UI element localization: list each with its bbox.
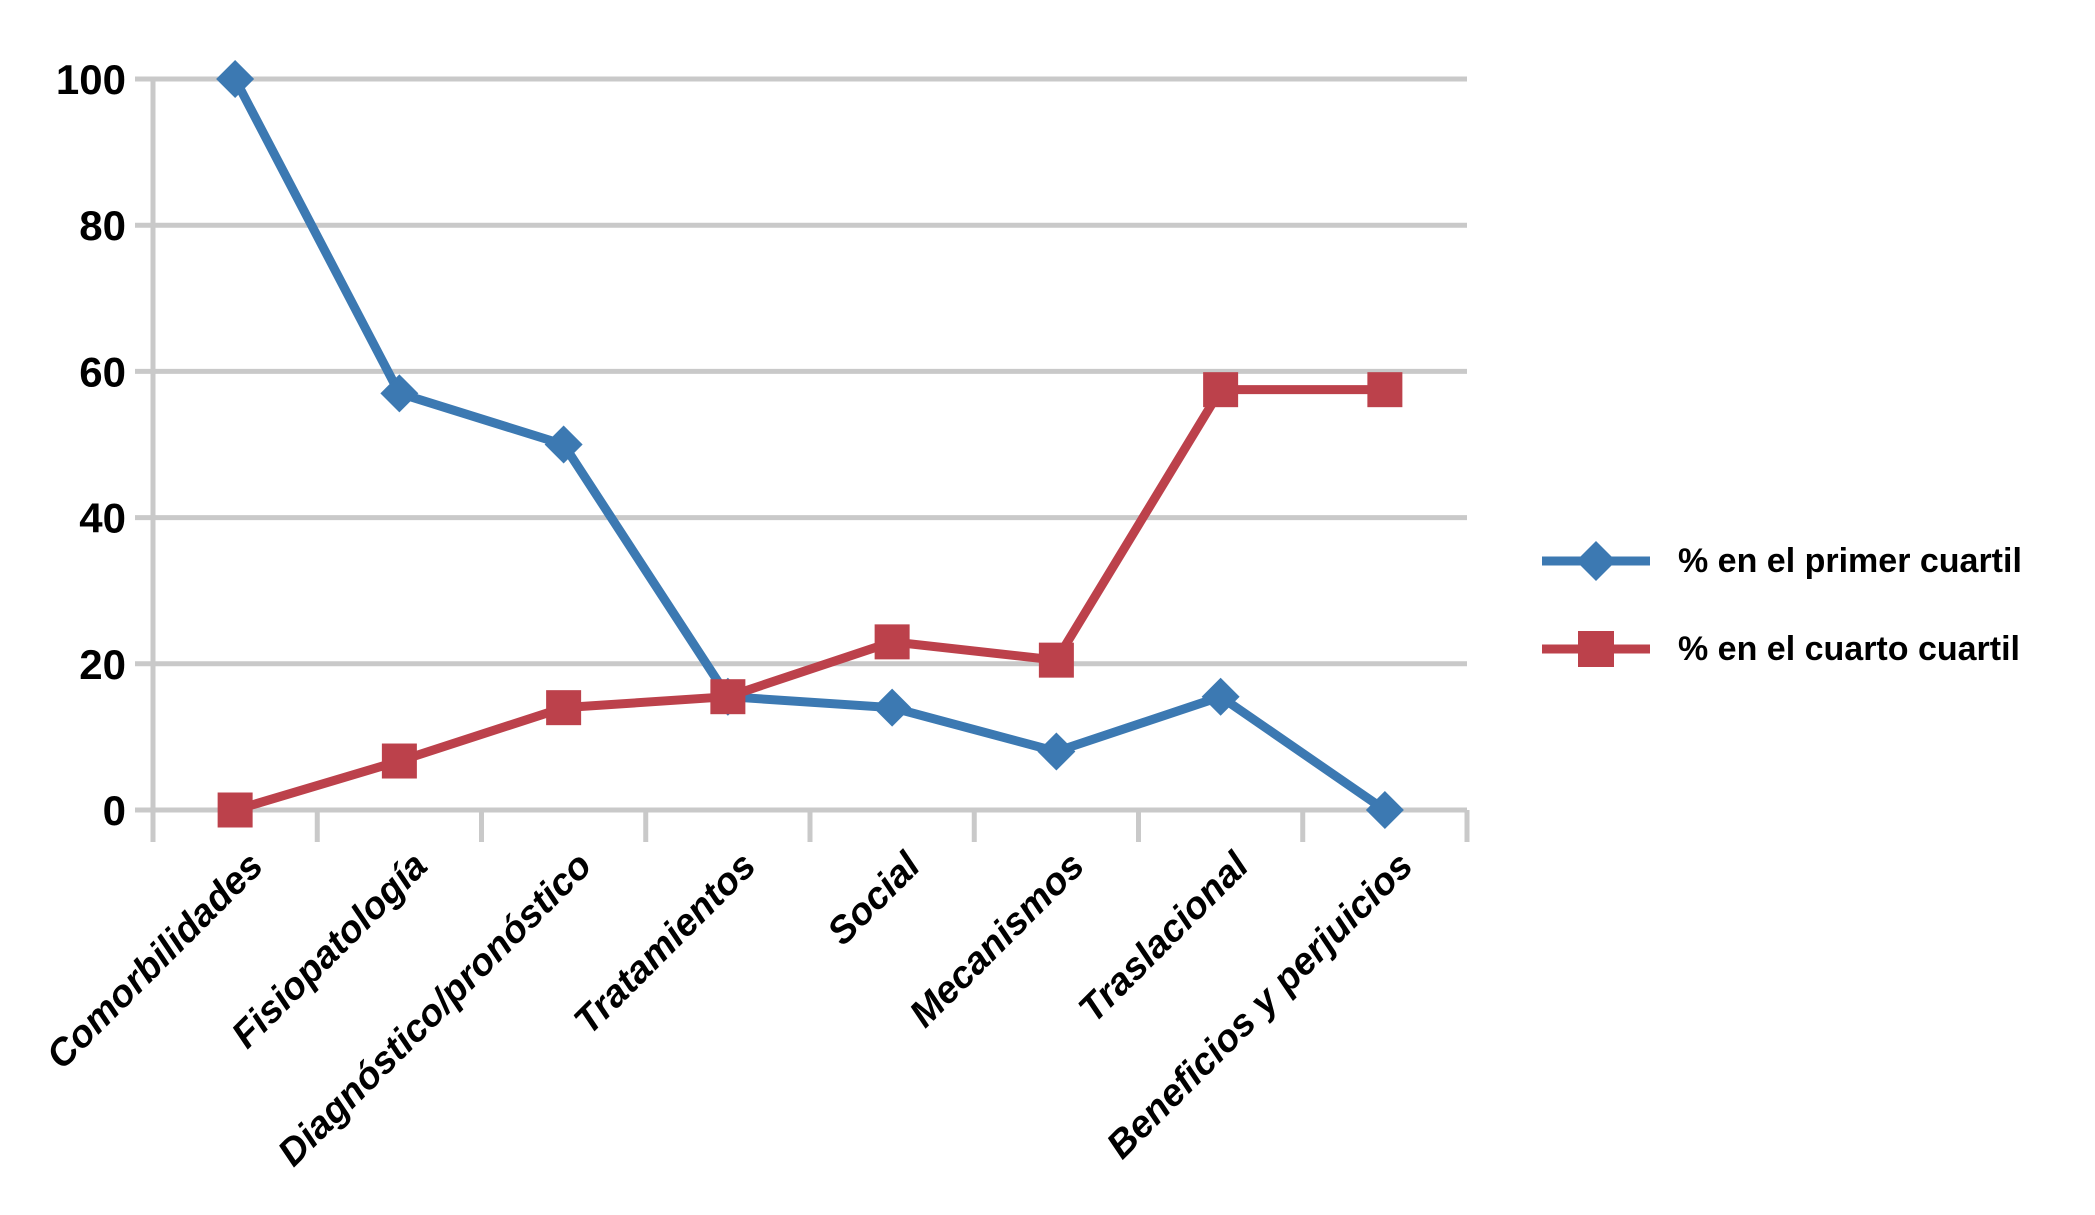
- legend-item-primer-cuartil: % en el primer cuartil: [1540, 538, 2022, 584]
- category-label: Mecanismos: [902, 845, 1093, 1036]
- legend-label-cuarto-cuartil: % en el cuarto cuartil: [1678, 629, 2020, 668]
- category-label: Beneficios y perjuicios: [1099, 845, 1421, 1167]
- category-label: Diagnóstico/pronóstico: [270, 845, 600, 1175]
- series-line: [230, 385, 1390, 815]
- legend-item-cuarto-cuartil: % en el cuarto cuartil: [1540, 626, 2022, 672]
- data-point-marker: [710, 679, 746, 715]
- y-tick-label: 40: [79, 495, 126, 542]
- data-point-marker: [1365, 791, 1404, 829]
- data-point-marker: [1201, 677, 1240, 716]
- data-point-marker: [381, 743, 417, 779]
- data-point-marker: [874, 624, 910, 660]
- category-label: Traslacional: [1071, 844, 1258, 1031]
- y-tick-label: 20: [79, 641, 126, 688]
- y-tick-label: 0: [103, 787, 126, 834]
- diamond-series-icon: [1542, 541, 1650, 581]
- data-point-marker: [1203, 372, 1239, 408]
- data-point-marker: [217, 792, 253, 828]
- y-tick-label: 80: [79, 202, 126, 249]
- y-tick-label: 60: [79, 348, 126, 395]
- legend-label-primer-cuartil: % en el primer cuartil: [1678, 541, 2022, 580]
- category-label: Comorbilidades: [39, 845, 272, 1078]
- data-point-marker: [546, 690, 582, 726]
- data-point-marker: [544, 425, 583, 464]
- data-point-marker: [1367, 372, 1403, 408]
- category-label: Social: [820, 844, 930, 954]
- data-point-marker: [1038, 642, 1074, 678]
- data-point-marker: [216, 60, 255, 98]
- square-series-icon: [1542, 631, 1650, 667]
- legend: % en el primer cuartil % en el cuarto cu…: [1540, 538, 2022, 672]
- data-point-marker: [1037, 732, 1076, 771]
- y-tick-label: 100: [56, 56, 126, 103]
- data-point-marker: [873, 688, 912, 727]
- data-point-marker: [380, 374, 419, 413]
- series-line: [230, 74, 1390, 815]
